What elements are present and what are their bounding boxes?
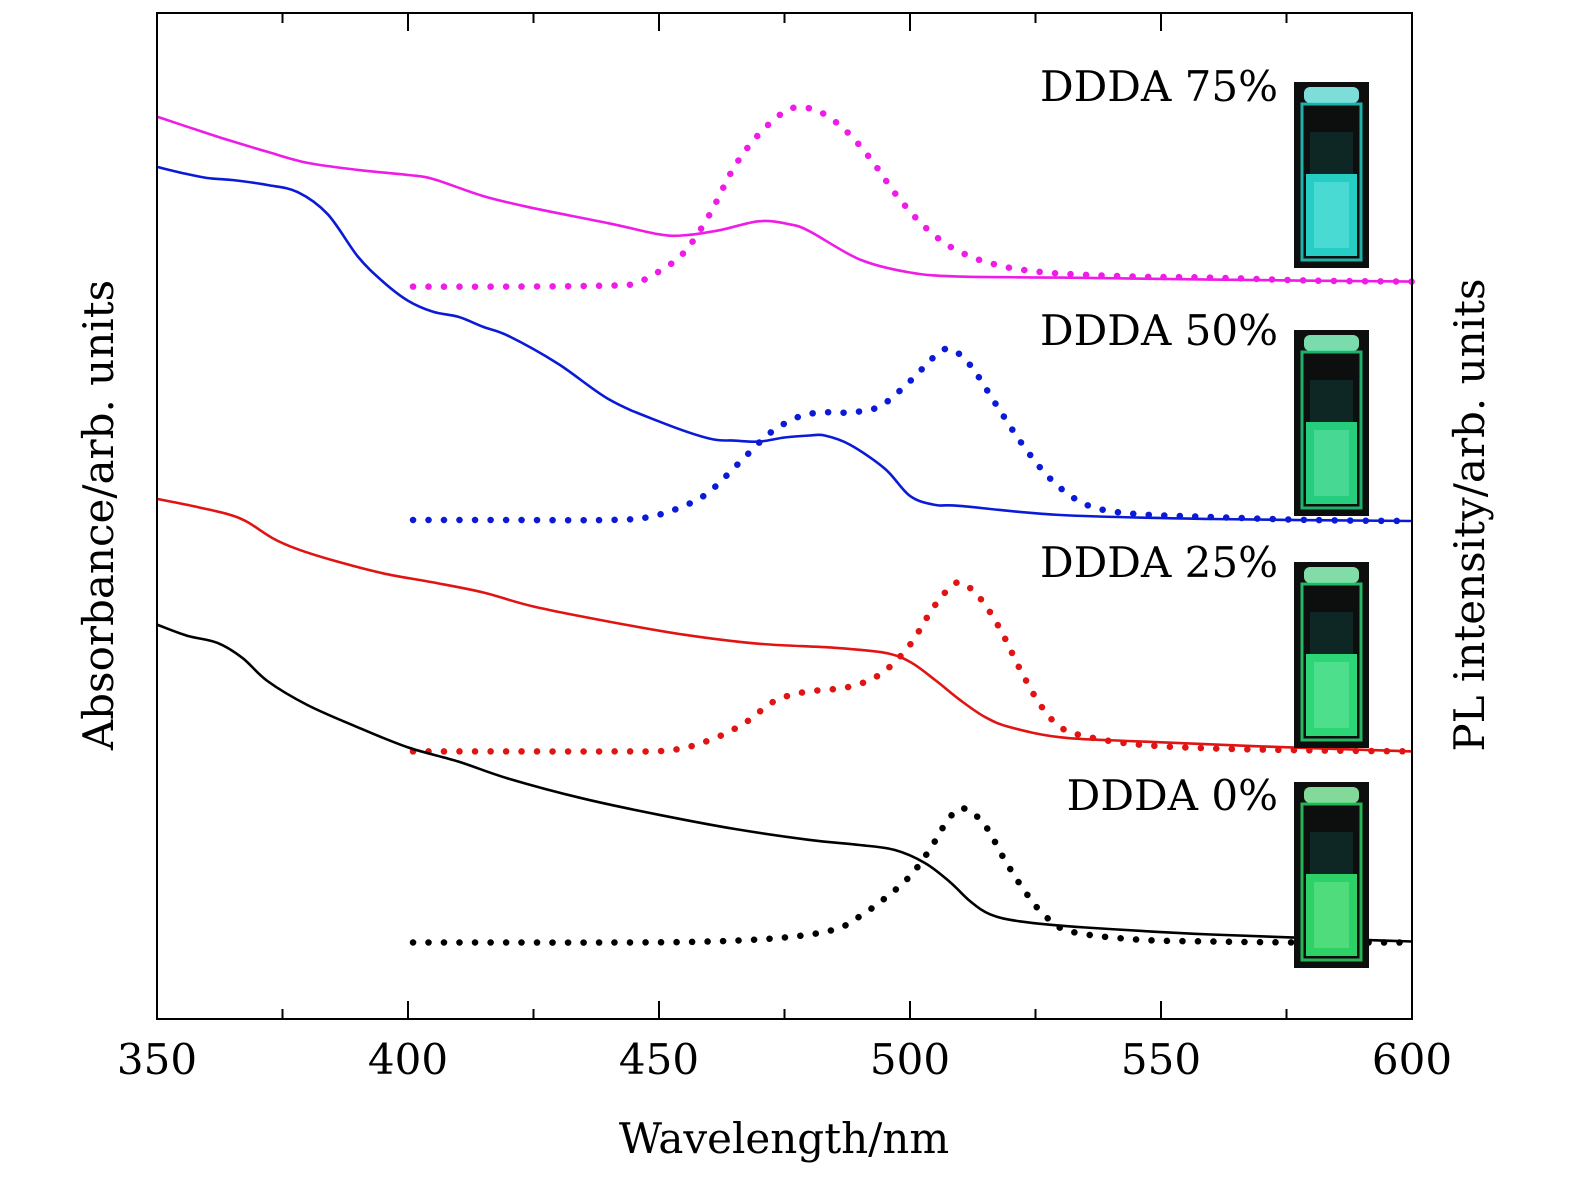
curves-layer <box>156 104 1416 946</box>
vial-photo-ddda-25 <box>1294 562 1369 748</box>
x-tick-label: 450 <box>619 1035 699 1084</box>
x-tick-labels: 350 400 450 500 550 600 <box>117 1035 1452 1084</box>
pl-dotted-line-ddda-50 <box>409 345 1416 525</box>
pl-dotted-line-ddda-75 <box>409 104 1416 290</box>
absorbance-line-ddda-25 <box>156 497 1413 753</box>
vial-photo-ddda-50 <box>1294 330 1369 516</box>
x-tick-label: 500 <box>870 1035 950 1084</box>
absorbance-line-ddda-50 <box>156 165 1413 523</box>
y-axis-label-right: PL intensity/arb. units <box>1445 278 1494 751</box>
x-tick-label: 550 <box>1121 1035 1201 1084</box>
x-tick-label: 350 <box>117 1035 197 1084</box>
series-label-ddda-0: DDDA 0% <box>1067 771 1278 820</box>
series-labels: DDDA 75% DDDA 50% DDDA 25% DDDA 0% <box>1040 62 1278 820</box>
x-tick-label: 400 <box>368 1035 448 1084</box>
plot-frame <box>156 12 1413 1020</box>
series-label-ddda-50: DDDA 50% <box>1040 306 1278 355</box>
x-tick-label: 600 <box>1372 1035 1452 1084</box>
vial-photo-ddda-75 <box>1294 82 1369 268</box>
y-axis-label-left: Absorbance/arb. units <box>74 280 123 751</box>
absorbance-line-ddda-75 <box>156 115 1413 283</box>
pl-dotted-line-ddda-25 <box>409 579 1416 755</box>
x-axis-label: Wavelength/nm <box>619 1114 949 1163</box>
vial-photo-ddda-0 <box>1294 782 1369 968</box>
pl-dotted-line-ddda-0 <box>409 805 1416 946</box>
vial-photos <box>1294 82 1369 968</box>
series-label-ddda-25: DDDA 25% <box>1040 538 1278 587</box>
series-label-ddda-75: DDDA 75% <box>1040 62 1278 111</box>
absorbance-line-ddda-0 <box>156 623 1413 943</box>
